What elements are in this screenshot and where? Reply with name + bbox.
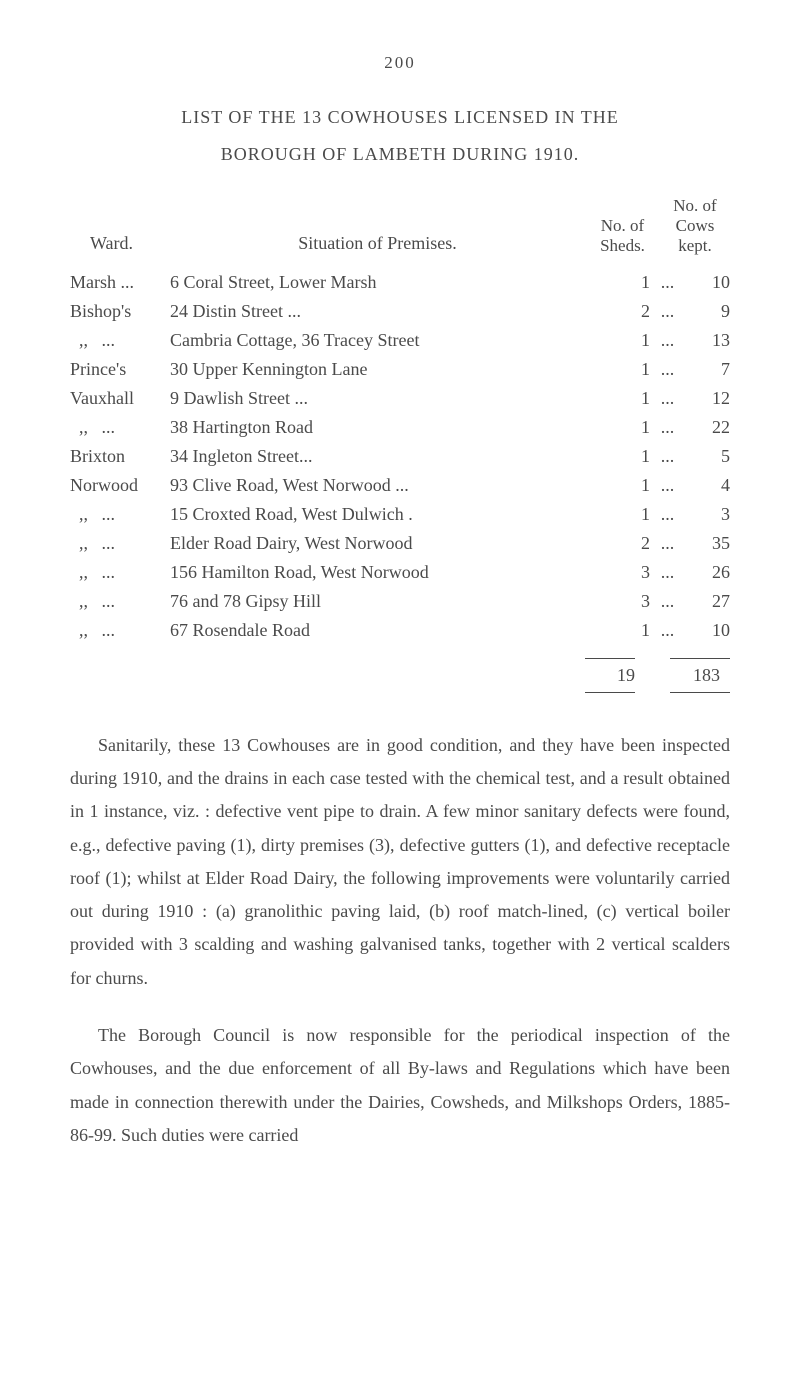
cell-dots: ... (650, 298, 685, 325)
cell-situation: 38 Hartington Road (170, 414, 600, 441)
cell-situation: 9 Dawlish Street ... (170, 385, 600, 412)
cell-sheds: 3 (600, 559, 650, 586)
cell-cows: 5 (685, 443, 730, 470)
cell-situation: 34 Ingleton Street... (170, 443, 600, 470)
cell-dots: ... (650, 443, 685, 470)
table-row: Norwood93 Clive Road, West Norwood ...1.… (70, 472, 730, 499)
cell-cows: 9 (685, 298, 730, 325)
cowhouses-table: Ward. Situation of Premises. No. of Shed… (70, 196, 730, 693)
title-line-1: LIST OF THE 13 COWHOUSES LICENSED IN THE (70, 104, 730, 131)
cell-cows: 35 (685, 530, 730, 557)
cell-dots: ... (650, 501, 685, 528)
cell-situation: 24 Distin Street ... (170, 298, 600, 325)
cell-sheds: 1 (600, 385, 650, 412)
table-row: ,, ...Cambria Cottage, 36 Tracey Street1… (70, 327, 730, 354)
cell-ward: ,, ... (70, 530, 170, 557)
cell-situation: 76 and 78 Gipsy Hill (170, 588, 600, 615)
cell-dots: ... (650, 356, 685, 383)
cell-cows: 7 (685, 356, 730, 383)
cell-sheds: 1 (600, 327, 650, 354)
cell-ward: ,, ... (70, 617, 170, 644)
cell-ward: ,, ... (70, 414, 170, 441)
table-header-row: Ward. Situation of Premises. No. of Shed… (70, 196, 730, 257)
total-sheds: 19 (585, 658, 635, 693)
cell-cows: 13 (685, 327, 730, 354)
cell-cows: 27 (685, 588, 730, 615)
cell-dots: ... (650, 530, 685, 557)
cell-ward: Vauxhall (70, 385, 170, 412)
cell-sheds: 1 (600, 501, 650, 528)
cell-situation: Elder Road Dairy, West Norwood (170, 530, 600, 557)
table-row: ,, ...Elder Road Dairy, West Norwood2...… (70, 530, 730, 557)
paragraph-2: The Borough Council is now responsible f… (70, 1019, 730, 1152)
cell-cows: 12 (685, 385, 730, 412)
table-row: Marsh ...6 Coral Street, Lower Marsh1...… (70, 269, 730, 296)
table-row: ,, ...15 Croxted Road, West Dulwich .1..… (70, 501, 730, 528)
cell-dots: ... (650, 588, 685, 615)
cell-situation: 6 Coral Street, Lower Marsh (170, 269, 600, 296)
cell-dots: ... (650, 617, 685, 644)
cell-situation: 15 Croxted Road, West Dulwich . (170, 501, 600, 528)
cell-sheds: 2 (600, 298, 650, 325)
table-row: Bishop's24 Distin Street ...2...9 (70, 298, 730, 325)
cell-ward: ,, ... (70, 588, 170, 615)
cell-situation: Cambria Cottage, 36 Tracey Street (170, 327, 600, 354)
cell-sheds: 1 (600, 414, 650, 441)
cell-dots: ... (650, 414, 685, 441)
cell-ward: ,, ... (70, 559, 170, 586)
cell-sheds: 1 (600, 269, 650, 296)
cell-dots: ... (650, 559, 685, 586)
cell-ward: Marsh ... (70, 269, 170, 296)
cell-ward: Norwood (70, 472, 170, 499)
cell-sheds: 1 (600, 356, 650, 383)
cell-dots: ... (650, 385, 685, 412)
cell-ward: Brixton (70, 443, 170, 470)
table-row: Vauxhall9 Dawlish Street ...1...12 (70, 385, 730, 412)
header-cows: No. of Cows kept. (660, 196, 730, 257)
header-ward: Ward. (70, 230, 170, 257)
cell-sheds: 1 (600, 443, 650, 470)
paragraph-1: Sanitarily, these 13 Cowhouses are in go… (70, 729, 730, 995)
table-row: Prince's30 Upper Kennington Lane1...7 (70, 356, 730, 383)
table-row: ,, ...67 Rosendale Road1...10 (70, 617, 730, 644)
cell-dots: ... (650, 472, 685, 499)
page-number: 200 (70, 50, 730, 76)
cell-sheds: 1 (600, 472, 650, 499)
header-situation: Situation of Premises. (170, 230, 585, 257)
cell-ward: Prince's (70, 356, 170, 383)
cell-situation: 93 Clive Road, West Norwood ... (170, 472, 600, 499)
table-row: ,, ...38 Hartington Road1...22 (70, 414, 730, 441)
cell-situation: 67 Rosendale Road (170, 617, 600, 644)
header-sheds: No. of Sheds. (585, 216, 660, 257)
cell-situation: 30 Upper Kennington Lane (170, 356, 600, 383)
cell-sheds: 1 (600, 617, 650, 644)
cell-ward: ,, ... (70, 501, 170, 528)
cell-ward: ,, ... (70, 327, 170, 354)
table-row: ,, ...156 Hamilton Road, West Norwood3..… (70, 559, 730, 586)
cell-cows: 22 (685, 414, 730, 441)
table-body: Marsh ...6 Coral Street, Lower Marsh1...… (70, 269, 730, 644)
cell-sheds: 2 (600, 530, 650, 557)
cell-cows: 3 (685, 501, 730, 528)
cell-dots: ... (650, 327, 685, 354)
totals-row: 19 183 (70, 658, 730, 693)
cell-cows: 10 (685, 617, 730, 644)
cell-situation: 156 Hamilton Road, West Norwood (170, 559, 600, 586)
cell-cows: 26 (685, 559, 730, 586)
cell-dots: ... (650, 269, 685, 296)
cell-cows: 4 (685, 472, 730, 499)
total-cows: 183 (670, 658, 730, 693)
cell-cows: 10 (685, 269, 730, 296)
total-dots-spacer (635, 658, 670, 693)
table-row: ,, ...76 and 78 Gipsy Hill3...27 (70, 588, 730, 615)
cell-sheds: 3 (600, 588, 650, 615)
total-spacer (70, 658, 585, 693)
table-row: Brixton34 Ingleton Street...1...5 (70, 443, 730, 470)
title-line-2: BOROUGH OF LAMBETH DURING 1910. (70, 141, 730, 168)
cell-ward: Bishop's (70, 298, 170, 325)
